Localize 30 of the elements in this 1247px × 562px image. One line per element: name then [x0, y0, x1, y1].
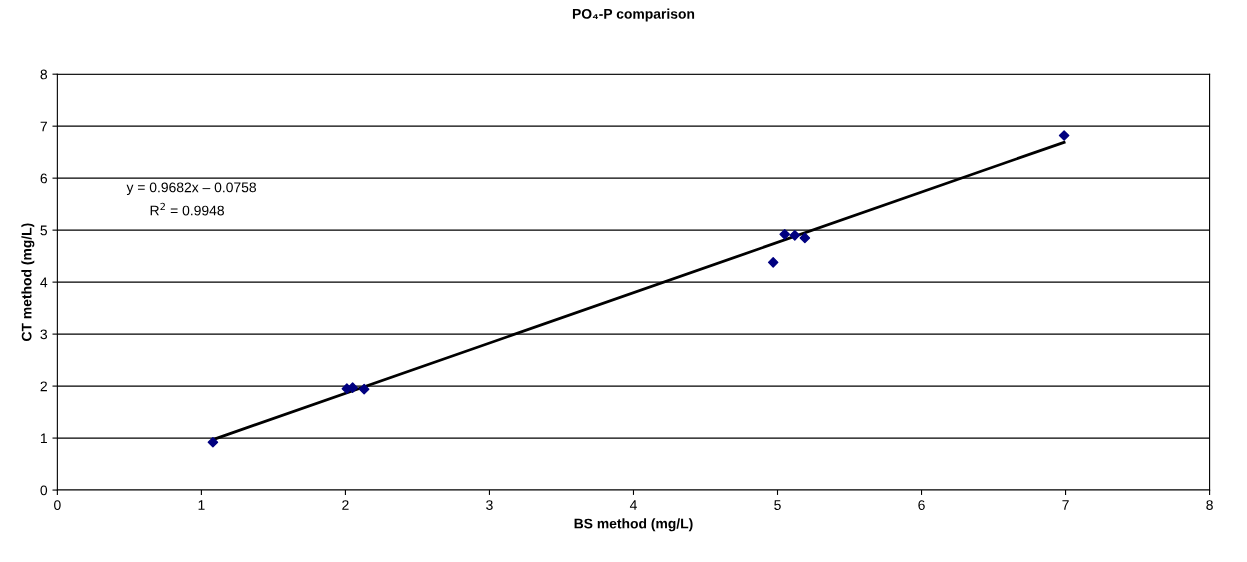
chart-title: PO₄-P comparison [572, 8, 695, 22]
y-tick-label: 2 [40, 381, 47, 392]
point [799, 232, 811, 244]
y-tick-label: 7 [40, 121, 47, 132]
annotation: R$^{2}$ = 0.9948 [150, 202, 224, 216]
y-tick-label: 8 [40, 69, 48, 80]
x-axis-title: BS method (mg/L) [574, 518, 693, 532]
point [207, 436, 219, 448]
y-tick-label: 1 [40, 433, 47, 444]
x-tick-label: 3 [486, 500, 493, 510]
point [789, 230, 801, 241]
x-tick-label: 1 [198, 500, 205, 510]
x-tick-label: 4 [629, 500, 637, 510]
point [779, 228, 791, 240]
point [1058, 130, 1070, 141]
point [767, 257, 779, 268]
annotation: y = 0.9682x – 0.0758 [126, 182, 257, 196]
x-tick-label: 8 [1206, 500, 1213, 510]
y-tick-label: 5 [40, 225, 48, 236]
x-tick-label: 7 [1062, 500, 1069, 510]
y-axis-title: CT method (mg/L) [21, 223, 35, 341]
x-tick-label: 5 [774, 500, 781, 510]
y-tick-label: 6 [40, 173, 48, 184]
x-tick-label: 6 [918, 500, 925, 510]
point [358, 383, 370, 395]
y-tick-label: 3 [40, 329, 48, 340]
x-tick-label: 2 [342, 500, 349, 510]
y-tick-label: 0 [40, 485, 48, 496]
y-tick-label: 4 [40, 277, 48, 288]
x-tick-label: 0 [54, 500, 61, 510]
